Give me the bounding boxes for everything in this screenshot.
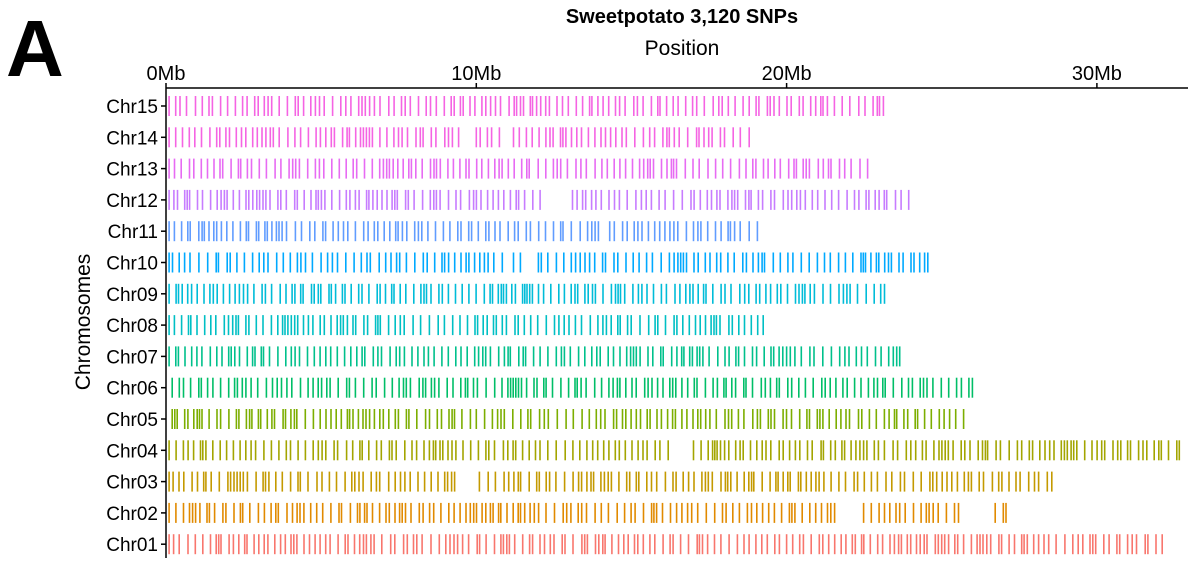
x-axis: 0Mb 10Mb 20Mb 30Mb (147, 63, 1188, 89)
y-tick-label: Chr12 (106, 191, 158, 212)
y-tick-label: Chr07 (106, 347, 158, 368)
chromosome-row-chr12 (168, 189, 910, 210)
chart-title: Sweetpotato 3,120 SNPs (566, 6, 798, 28)
chromosome-row-chr06 (171, 377, 974, 398)
y-tick-label: Chr05 (106, 410, 158, 431)
y-tick-label: Chr09 (106, 285, 158, 306)
chromosome-row-chr10 (168, 252, 929, 273)
chromosome-row-chr07 (168, 346, 901, 367)
y-tick-label: Chr10 (106, 254, 158, 275)
y-tick-label: Chr06 (106, 379, 158, 400)
y-tick-label: Chr02 (106, 504, 158, 525)
chromosome-row-chr01 (168, 534, 1163, 555)
y-axis-title: Chromosomes (72, 254, 95, 391)
panel-label: A (6, 4, 64, 93)
chromosome-row-chr05 (171, 409, 965, 429)
chromosome-row-chr08 (168, 315, 765, 336)
y-tick-label: Chr08 (106, 316, 158, 337)
chromosome-row-chr09 (168, 283, 886, 304)
y-tick-label: Chr15 (106, 97, 158, 118)
chromosome-row-chr03 (168, 471, 1053, 492)
chromosome-row-chr02 (168, 502, 1007, 523)
x-axis-title: Position (645, 37, 720, 60)
chromosome-row-chr11 (168, 221, 759, 242)
chromosome-row-chr14 (168, 127, 751, 148)
y-tick-label: Chr14 (106, 128, 158, 149)
chromosome-row-chr04 (168, 440, 1181, 461)
y-tick-label: Chr13 (106, 160, 158, 181)
x-tick-label: 10Mb (451, 63, 501, 85)
y-tick-label: Chr01 (106, 535, 158, 556)
y-tick-label: Chr03 (106, 473, 158, 494)
x-tick-label: 30Mb (1072, 63, 1122, 85)
snp-marks (168, 96, 1181, 555)
y-tick-label: Chr04 (106, 441, 158, 462)
x-tick-label: 0Mb (147, 63, 186, 85)
chromosome-row-chr13 (168, 158, 869, 179)
y-axis: Chr15 Chr14 Chr13 Chr12 Chr11 Chr10 Chr09 Chr08… (106, 88, 167, 558)
y-tick-label: Chr11 (108, 222, 158, 243)
x-tick-label: 20Mb (762, 63, 812, 85)
chromosome-row-chr15 (168, 96, 885, 116)
